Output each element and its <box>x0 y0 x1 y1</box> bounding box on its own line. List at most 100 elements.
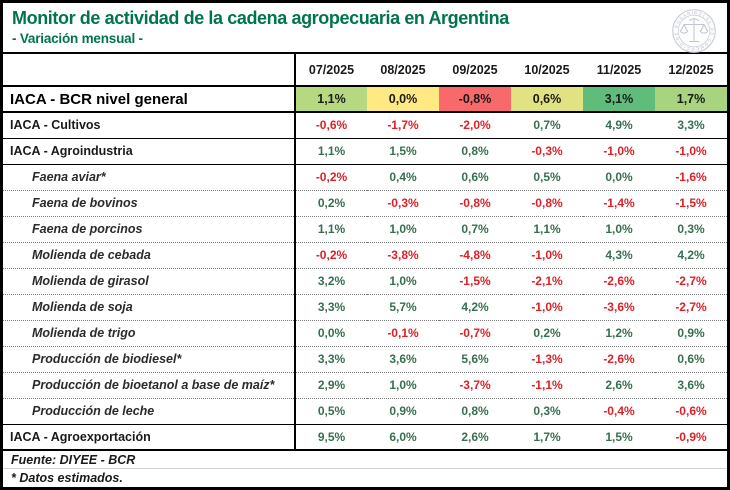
row-label: Molienda de trigo <box>3 320 296 347</box>
value-cell: -1,5% <box>655 190 727 217</box>
table-row: IACA - Agroindustria 1,1% 1,5% 0,8% -0,3% -1,… <box>3 137 727 165</box>
table-row: IACA - Cultivos -0,6% -1,7% -2,0% 0,7% 4,9% 3,… <box>3 111 727 139</box>
row-label: Molienda de girasol <box>3 268 296 295</box>
page-subtitle: - Variación mensual - <box>12 31 143 46</box>
table-row: Molienda de girasol 3,2% 1,0% -1,5% -2,1% -2,… <box>3 268 727 295</box>
value-cell: -1,3% <box>511 346 583 373</box>
value-cell: 4,3% <box>583 242 655 269</box>
month-header: 10/2025 <box>524 62 570 77</box>
table-row: Molienda de trigo 0,0% -0,1% -0,7% 0,2% 1,2% 0… <box>3 320 727 347</box>
value-cell: -0,8% <box>439 85 511 113</box>
value-cell: 0,6% <box>655 346 727 373</box>
value-cell: -2,1% <box>511 268 583 295</box>
value-cell: -0,2% <box>295 164 367 191</box>
row-label: Producción de biodiesel* <box>3 346 296 373</box>
value-cell: -0,9% <box>655 423 727 451</box>
value-cell: -1,7% <box>367 111 439 139</box>
value-cell: -2,0% <box>439 111 511 139</box>
report-header: Monitor de actividad de la cadena agrope… <box>3 3 727 54</box>
table-row: Faena de porcinos 1,1% 1,0% 0,7% 1,1% 1,0% 0,3… <box>3 216 727 243</box>
report-footer: Fuente: DIYEE - BCR * Datos estimados. <box>3 451 727 487</box>
table-row: Faena de bovinos 0,2% -0,3% -0,8% -0,8% -1,4%… <box>3 190 727 217</box>
value-cell: -1,1% <box>511 372 583 399</box>
value-cell: 6,0% <box>367 423 439 451</box>
value-cell: 5,7% <box>367 294 439 321</box>
value-cell: 9,5% <box>295 423 367 451</box>
value-cell: 2,6% <box>583 372 655 399</box>
value-cell: 1,0% <box>367 268 439 295</box>
month-header: 12/2025 <box>668 62 714 77</box>
source-note: Fuente: DIYEE - BCR <box>3 451 727 469</box>
value-cell: 1,5% <box>583 423 655 451</box>
value-cell: -0,3% <box>367 190 439 217</box>
row-label: IACA - Agroexportación <box>3 423 296 451</box>
bcr-seal-icon: BOLSA DE COMERCIO DE ROSARIO <box>665 4 716 53</box>
value-cell: 0,2% <box>511 320 583 347</box>
value-cell: -0,8% <box>439 190 511 217</box>
value-cell: 0,0% <box>583 164 655 191</box>
value-cell: 3,3% <box>295 294 367 321</box>
value-cell: 2,6% <box>439 423 511 451</box>
value-cell: 0,3% <box>511 398 583 425</box>
value-cell: 0,5% <box>511 164 583 191</box>
month-header: 11/2025 <box>596 62 642 77</box>
row-label: IACA - BCR nivel general <box>3 85 296 113</box>
value-cell: -0,4% <box>583 398 655 425</box>
row-label: Producción de bioetanol a base de maíz* <box>3 372 296 399</box>
month-header: 07/2025 <box>308 62 355 77</box>
value-cell: -2,7% <box>655 268 727 295</box>
table-row: Molienda de cebada -0,2% -3,8% -4,8% -1,0% 4,… <box>3 242 727 269</box>
row-label: Faena aviar* <box>3 164 296 191</box>
value-cell: 0,0% <box>295 320 367 347</box>
value-cell: -0,6% <box>655 398 727 425</box>
bcr-seal-logo: BOLSA DE COMERCIO DE ROSARIO <box>665 4 721 59</box>
value-cell: 0,9% <box>655 320 727 347</box>
value-cell: 1,7% <box>511 423 583 451</box>
activity-table: 07/2025 08/2025 09/2025 10/2025 11/2025 12/20… <box>3 54 727 451</box>
value-cell: 0,9% <box>367 398 439 425</box>
value-cell: -1,5% <box>439 268 511 295</box>
value-cell: 0,7% <box>439 216 511 243</box>
value-cell: 3,2% <box>295 268 367 295</box>
row-label: Faena de porcinos <box>3 216 296 243</box>
month-header-row: 07/2025 08/2025 09/2025 10/2025 11/2025 12/20… <box>3 54 727 86</box>
table-corner-cell <box>3 54 296 86</box>
value-cell: 1,1% <box>511 216 583 243</box>
value-cell: 0,0% <box>367 85 439 113</box>
value-cell: 1,1% <box>295 137 367 165</box>
value-cell: -3,6% <box>583 294 655 321</box>
value-cell: 1,0% <box>583 216 655 243</box>
value-cell: 1,2% <box>583 320 655 347</box>
table-row: Producción de leche 0,5% 0,9% 0,8% 0,3% -0,4%… <box>3 398 727 425</box>
value-cell: 1,7% <box>655 85 727 113</box>
value-cell: -1,0% <box>511 294 583 321</box>
row-label: IACA - Agroindustria <box>3 137 296 165</box>
row-label: Molienda de soja <box>3 294 296 321</box>
value-cell: 3,6% <box>655 372 727 399</box>
value-cell: -3,8% <box>367 242 439 269</box>
header-titles: Monitor de actividad de la cadena agrope… <box>12 7 509 46</box>
value-cell: 0,6% <box>439 164 511 191</box>
value-cell: -1,0% <box>655 137 727 165</box>
value-cell: -1,6% <box>655 164 727 191</box>
page-title: Monitor de actividad de la cadena agrope… <box>12 8 509 28</box>
value-cell: -0,1% <box>367 320 439 347</box>
value-cell: 5,6% <box>439 346 511 373</box>
value-cell: 3,6% <box>367 346 439 373</box>
value-cell: 0,7% <box>511 111 583 139</box>
value-cell: 0,5% <box>295 398 367 425</box>
table-row: Producción de biodiesel* 3,3% 3,6% 5,6% -1,3… <box>3 346 727 373</box>
value-cell: 2,9% <box>295 372 367 399</box>
table-row: IACA - BCR nivel general 1,1% 0,0% -0,8% 0,6… <box>3 85 727 113</box>
estimated-note: * Datos estimados. <box>11 471 123 485</box>
value-cell: 0,6% <box>511 85 583 113</box>
value-cell: 1,0% <box>367 216 439 243</box>
row-label: Molienda de cebada <box>3 242 296 269</box>
month-header: 09/2025 <box>452 62 498 77</box>
value-cell: -0,2% <box>295 242 367 269</box>
month-header: 08/2025 <box>380 62 426 77</box>
value-cell: 0,3% <box>655 216 727 243</box>
value-cell: -0,8% <box>511 190 583 217</box>
value-cell: 1,1% <box>295 85 367 113</box>
value-cell: 1,0% <box>367 372 439 399</box>
